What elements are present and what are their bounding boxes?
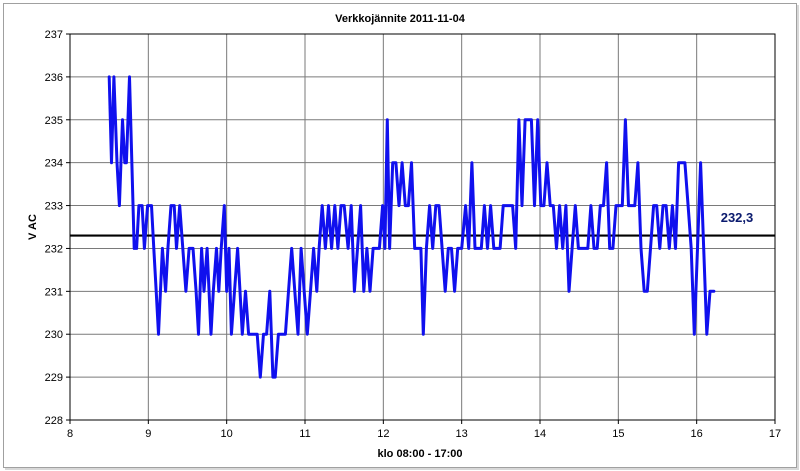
- y-tick-label: 230: [45, 329, 63, 341]
- y-tick-label: 234: [45, 158, 63, 170]
- y-axis-title: V AC: [27, 214, 39, 240]
- x-tick-label: 11: [299, 428, 310, 440]
- y-tick-label: 229: [45, 372, 63, 384]
- y-tick-label: 232: [45, 243, 63, 255]
- y-tick-label: 228: [45, 415, 63, 427]
- y-tick-label: 235: [45, 115, 63, 127]
- x-tick-label: 17: [769, 428, 781, 440]
- x-tick-label: 14: [534, 428, 546, 440]
- chart-title: Verkkojännite 2011-11-04: [335, 13, 466, 25]
- x-tick-label: 16: [691, 428, 703, 440]
- x-tick-label: 12: [377, 428, 389, 440]
- x-axis-title: klo 08:00 - 17:00: [378, 448, 463, 460]
- x-tick-label: 13: [456, 428, 468, 440]
- x-tick-label: 9: [145, 428, 151, 440]
- x-tick-label: 8: [67, 428, 73, 440]
- y-tick-label: 237: [45, 29, 63, 41]
- x-tick-label: 10: [221, 428, 233, 440]
- mean-value-label: 232,3: [721, 210, 754, 225]
- y-tick-label: 236: [45, 72, 63, 84]
- x-tick-label: 15: [612, 428, 624, 440]
- plot-border: [69, 33, 776, 421]
- y-tick-label: 233: [45, 201, 63, 213]
- voltage-series-line: [107, 75, 716, 379]
- y-tick-label: 231: [45, 286, 63, 298]
